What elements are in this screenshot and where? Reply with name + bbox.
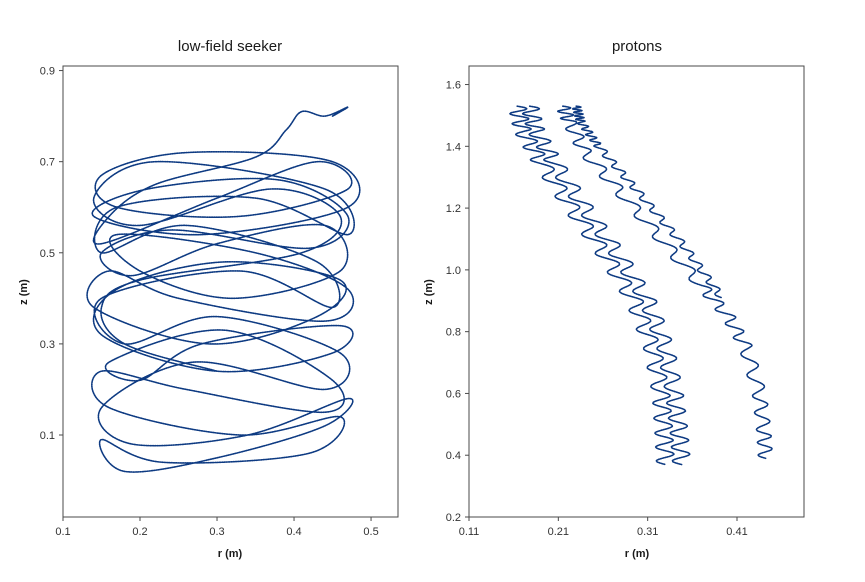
- left-chart: low-field seeker 0.1 0.2 0.3 0.4 0.50.10.30.…: [18, 38, 399, 560]
- left-y-tick-label: 0.9: [40, 66, 55, 78]
- right-y-tick-label: 0.4: [446, 450, 461, 462]
- left-series-line: [86, 106, 361, 473]
- left-chart-title: low-field seeker: [178, 38, 282, 55]
- left-x-tick-label: 0.2: [132, 526, 147, 538]
- left-y-tick-label: 0.7: [40, 157, 55, 169]
- right-series: [509, 105, 773, 466]
- right-series-line: [571, 105, 723, 299]
- right-x-tick-label: 0.11: [459, 526, 480, 538]
- left-x-tick-label: 0.1: [55, 526, 70, 538]
- right-series-line: [521, 105, 691, 466]
- left-x-axis-label: r (m): [218, 548, 243, 560]
- right-x-axis-label: r (m): [625, 548, 650, 560]
- right-y-tick-label: 0.6: [446, 388, 461, 400]
- right-chart-title: protons: [612, 38, 662, 55]
- right-plot-frame: [468, 65, 805, 518]
- right-x-tick-label: 0.31: [637, 526, 658, 538]
- left-y-axis-label: z (m): [18, 279, 30, 305]
- right-series-line: [557, 105, 773, 460]
- right-axes: 0.11 0.21 0.31 0.41 0.2 0.4 0.6 0.8 1.0 1.2 1.4 1.6: [446, 80, 748, 538]
- right-chart: protons 0.11 0.21 0.31 0.41 0.2 0.4 0.6 0.8 1.0 1…: [423, 38, 805, 560]
- right-x-tick-label: 0.21: [548, 526, 569, 538]
- right-y-tick-label: 1.4: [446, 141, 461, 153]
- left-axes: 0.1 0.2 0.3 0.4 0.5 0.1 0.3 0.5 0.7 0.9: [40, 66, 379, 538]
- left-series: [86, 106, 361, 473]
- right-y-tick-label: 1.2: [446, 203, 461, 215]
- right-series-line: [509, 105, 675, 466]
- right-x-tick-label: 0.41: [726, 526, 747, 538]
- left-x-tick-label: 0.5: [363, 526, 378, 538]
- left-y-tick-label: 0.1: [40, 430, 55, 442]
- right-y-tick-label: 1.0: [446, 265, 461, 277]
- right-y-tick-label: 0.8: [446, 327, 461, 339]
- right-y-tick-label: 0.2: [446, 512, 461, 524]
- left-x-tick-label: 0.4: [286, 526, 301, 538]
- left-x-tick-label: 0.3: [209, 526, 224, 538]
- left-y-tick-label: 0.3: [40, 339, 55, 351]
- right-y-tick-label: 1.6: [446, 80, 461, 92]
- left-y-tick-label: 0.5: [40, 248, 55, 260]
- left-plot-frame: [62, 65, 399, 518]
- right-y-axis-label: z (m): [423, 279, 435, 305]
